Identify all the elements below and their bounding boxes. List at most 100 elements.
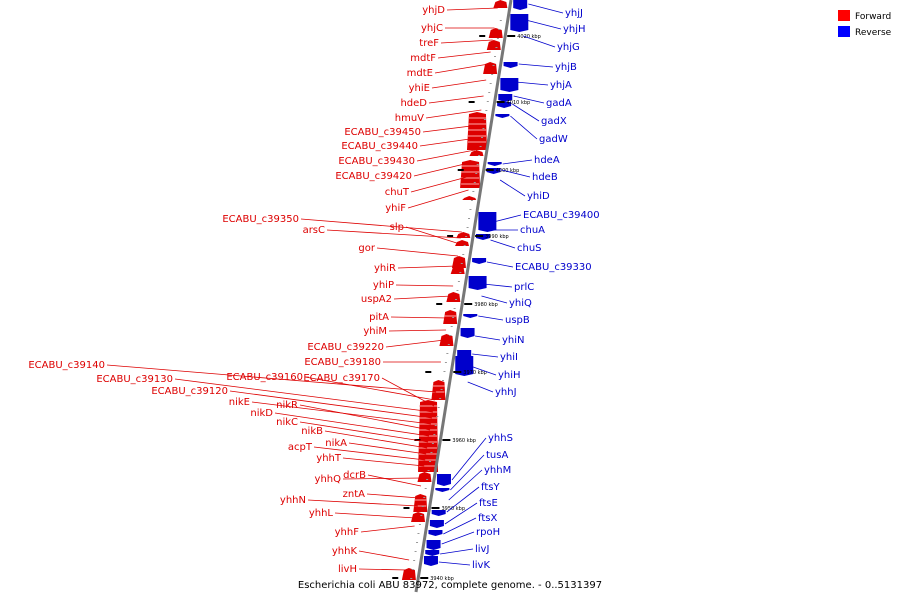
reverse-gene-block	[428, 530, 443, 536]
forward-gene-label[interactable]: acpT	[288, 442, 313, 453]
forward-leader-line	[381, 377, 435, 407]
reverse-gene-label[interactable]: hdeB	[532, 172, 558, 183]
forward-gene-label[interactable]: ECABU_c39170	[303, 373, 380, 384]
forward-gene-label[interactable]: pitA	[369, 312, 389, 323]
forward-gene-label[interactable]: ECABU_c39120	[151, 386, 228, 397]
axis-dot	[463, 245, 466, 246]
reverse-gene-label[interactable]: ftsX	[478, 513, 497, 524]
forward-gene-label[interactable]: ECABU_c39420	[335, 171, 412, 182]
reverse-gene-label[interactable]: chuA	[520, 225, 545, 236]
forward-gene-label[interactable]: ECABU_c39180	[304, 357, 381, 368]
axis-dot	[410, 578, 413, 579]
reverse-gene-label[interactable]: yhiN	[502, 335, 525, 346]
reverse-gene-label[interactable]: yhjA	[550, 80, 572, 91]
axis-dot	[455, 299, 458, 300]
forward-gene-label[interactable]: hdeD	[400, 98, 427, 109]
reverse-leader-line	[467, 381, 494, 393]
forward-gene-label[interactable]: ECABU_c39130	[96, 374, 173, 385]
forward-gene-label[interactable]: hmuV	[395, 113, 424, 124]
reverse-gene-label[interactable]: yhhJ	[495, 387, 517, 398]
reverse-gene-label[interactable]: hdeA	[534, 155, 560, 166]
reverse-gene-label[interactable]: yhjG	[557, 42, 580, 53]
forward-gene-label[interactable]: yhhT	[316, 453, 342, 464]
forward-gene-label[interactable]: nikC	[276, 417, 298, 428]
reverse-gene-label[interactable]: gadW	[539, 134, 568, 145]
reverse-gene-label[interactable]: yhiD	[527, 191, 550, 202]
reverse-gene-label[interactable]: uspB	[505, 315, 530, 326]
forward-gene-label[interactable]: nikR	[276, 400, 298, 411]
forward-gene-label[interactable]: yhiE	[409, 83, 430, 94]
tick-label: 3950 kbp	[441, 506, 465, 512]
forward-gene-label[interactable]: ECABU_c39140	[28, 360, 105, 371]
reverse-gene-block	[468, 276, 487, 290]
axis-dot	[498, 29, 501, 30]
reverse-gene-label[interactable]: prlC	[514, 282, 534, 293]
reverse-gene-label[interactable]: ftsE	[479, 498, 498, 509]
forward-gene-label[interactable]: yhjC	[421, 23, 443, 34]
reverse-gene-label[interactable]: yhhS	[488, 433, 513, 444]
forward-leader-line	[307, 499, 418, 507]
forward-gene-label[interactable]: dcrB	[343, 470, 366, 481]
forward-gene-label[interactable]: yhhQ	[315, 474, 342, 485]
axis-dot	[460, 263, 463, 264]
forward-gene-label[interactable]: yhiM	[363, 326, 387, 337]
forward-leader-line	[390, 316, 448, 319]
forward-gene-label[interactable]: ECABU_c39440	[341, 141, 418, 152]
reverse-gene-label[interactable]: yhiQ	[509, 298, 532, 309]
reverse-gene-block	[497, 102, 512, 108]
forward-gene-label[interactable]: yhhN	[280, 495, 306, 506]
forward-gene-label[interactable]: nikE	[229, 397, 250, 408]
reverse-leader-line	[486, 261, 514, 268]
forward-gene-label[interactable]: ECABU_c39450	[344, 127, 421, 138]
forward-gene-label[interactable]: livH	[338, 564, 357, 575]
forward-gene-block	[486, 40, 501, 50]
map-title: Escherichia coli ABU 83972, complete gen…	[298, 580, 602, 591]
forward-gene-label[interactable]: gor	[358, 243, 375, 254]
reverse-gene-label[interactable]: ftsY	[481, 482, 500, 493]
reverse-gene-label[interactable]: chuS	[517, 243, 542, 254]
reverse-gene-label[interactable]: gadX	[541, 116, 567, 127]
reverse-gene-label[interactable]: tusA	[486, 450, 508, 461]
reverse-gene-label[interactable]: livK	[472, 560, 490, 571]
reverse-gene-label[interactable]: gadA	[546, 98, 572, 109]
forward-gene-label[interactable]: uspA2	[361, 294, 392, 305]
forward-gene-block	[451, 256, 466, 268]
forward-gene-label[interactable]: yhiF	[385, 203, 406, 214]
forward-gene-label[interactable]: yhhK	[332, 546, 358, 557]
forward-gene-label[interactable]: yhhF	[335, 527, 360, 538]
reverse-gene-label[interactable]: yhjB	[555, 62, 577, 73]
forward-gene-label[interactable]: ECABU_c39350	[222, 214, 299, 225]
reverse-gene-label[interactable]: ECABU_c39330	[515, 262, 592, 273]
forward-gene-label[interactable]: slp	[390, 222, 404, 233]
forward-gene-label[interactable]: zntA	[343, 489, 366, 500]
axis-dot	[478, 155, 481, 156]
forward-gene-label[interactable]: ECABU_c39220	[307, 342, 384, 353]
reverse-gene-label[interactable]: yhhM	[484, 465, 511, 476]
forward-gene-label[interactable]: chuT	[385, 187, 410, 198]
forward-gene-label[interactable]: nikD	[250, 408, 273, 419]
forward-gene-label[interactable]: ECABU_c39160	[226, 372, 303, 383]
forward-gene-label[interactable]: nikA	[325, 438, 347, 449]
forward-gene-label[interactable]: yhjD	[422, 5, 445, 16]
reverse-gene-label[interactable]: yhjJ	[565, 8, 583, 19]
forward-gene-label[interactable]: yhiR	[374, 263, 396, 274]
forward-gene-label[interactable]: yhhL	[309, 508, 334, 519]
reverse-leader-line	[470, 365, 497, 376]
axis-dot	[469, 209, 472, 210]
forward-gene-label[interactable]: treF	[419, 38, 439, 49]
reverse-gene-label[interactable]: rpoH	[476, 527, 500, 538]
forward-gene-label[interactable]: ECABU_c39430	[338, 156, 415, 167]
reverse-gene-label[interactable]: ECABU_c39400	[523, 210, 600, 221]
forward-gene-label[interactable]: nikB	[301, 426, 323, 437]
reverse-gene-label[interactable]: yhiI	[500, 352, 518, 363]
reverse-gene-label[interactable]: yhiH	[498, 370, 521, 381]
reverse-gene-block	[513, 0, 528, 10]
reverse-gene-label[interactable]: yhjH	[563, 24, 586, 35]
forward-gene-label[interactable]: mdtE	[407, 68, 433, 79]
forward-gene-label[interactable]: arsC	[303, 225, 325, 236]
forward-gene-label[interactable]: mdtF	[410, 53, 436, 64]
forward-gene-label[interactable]: yhiP	[373, 280, 394, 291]
reverse-gene-label[interactable]: livJ	[475, 544, 489, 555]
reverse-leader-line	[510, 115, 538, 140]
